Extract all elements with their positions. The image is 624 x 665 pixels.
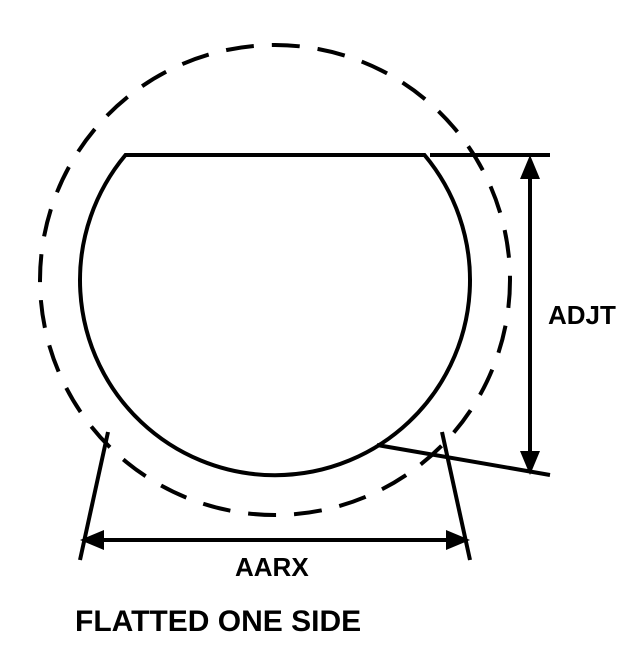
adjt-arrow-top xyxy=(520,155,540,179)
diagram-caption: FLATTED ONE SIDE xyxy=(75,605,361,639)
diagram-svg xyxy=(0,0,624,660)
adjt-label: ADJT xyxy=(548,300,616,331)
inner-flatted-shape xyxy=(80,155,470,475)
cross-section-diagram: AARX ADJT FLATTED ONE SIDE xyxy=(0,0,624,660)
outer-dashed-circle xyxy=(40,45,510,515)
aarx-label: AARX xyxy=(235,552,309,583)
